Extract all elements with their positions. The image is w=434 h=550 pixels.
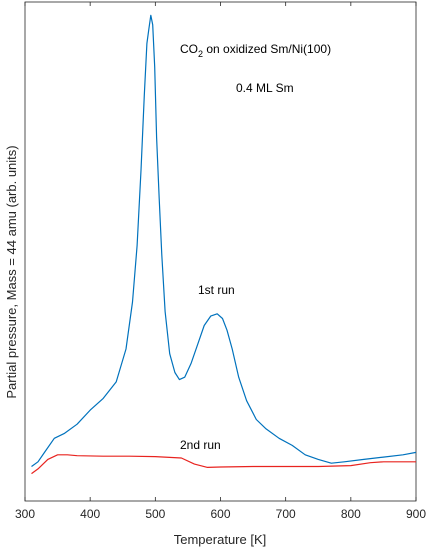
x-tick-label-0: 300 [15,507,35,521]
plot-area [24,1,417,502]
chart-title-subscript: 2 [198,49,203,59]
run2-label: 2nd run [180,438,221,452]
x-tick-label-3: 600 [210,507,230,521]
coverage-label: 0.4 ML Sm [236,81,294,95]
x-tick-label-6: 900 [406,507,426,521]
x-tick-label-2: 500 [145,507,165,521]
series-line-second-run [31,454,416,475]
series-layer [31,14,417,475]
y-axis-label: Partial pressure, Mass = 44 amu (arb. un… [4,145,19,398]
x-tick-label-5: 800 [341,507,361,521]
x-axis-ticks: 300 400 500 600 700 800 900 [15,2,426,521]
x-tick-label-1: 400 [80,507,100,521]
series-line-first-run [31,14,417,467]
run1-label: 1st run [198,283,235,297]
x-tick-label-4: 700 [276,507,296,521]
chart-title: CO2 on oxidized Sm/Ni(100) [180,42,331,59]
x-axis-label: Temperature [K] [174,532,267,547]
chart-title-prefix: CO [180,42,198,56]
chart-title-suffix: on oxidized Sm/Ni(100) [203,42,331,56]
